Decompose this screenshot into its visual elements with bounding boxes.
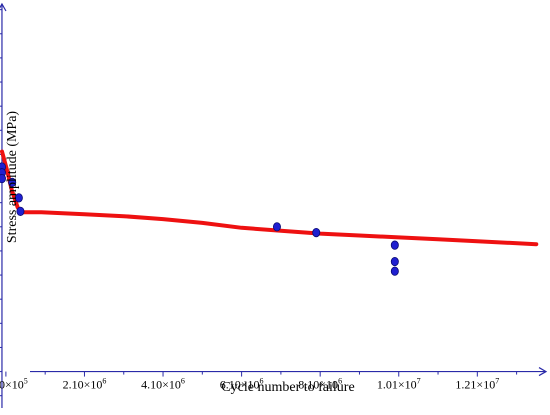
tick-labels: 0501001502002503003501.00×1052.10×1064.1… <box>0 377 499 392</box>
data-point <box>14 193 23 203</box>
data-point <box>390 240 399 250</box>
data-point <box>8 177 17 188</box>
data-point <box>312 227 321 238</box>
y-axis-arrow <box>0 2 7 12</box>
data-point <box>16 206 25 216</box>
data-point <box>272 222 281 232</box>
x-tick-label: 2.10×106 <box>63 377 107 392</box>
data-points <box>0 162 399 276</box>
x-tick-label: 1.21×107 <box>455 377 499 392</box>
fit-curve-layer <box>0 149 539 247</box>
x-tick-label: 4.10×106 <box>141 377 185 392</box>
data-point <box>390 256 399 267</box>
fit-curve <box>0 149 539 247</box>
x-tick-label: 1.01×107 <box>377 377 421 392</box>
tick-marks <box>0 9 518 397</box>
y-axis-title: Stress amplitude (MPa) <box>5 111 20 244</box>
x-tick-label: 6.10×106 <box>220 377 264 392</box>
axes <box>0 2 548 408</box>
x-tick-label: 1.00×105 <box>0 377 28 392</box>
data-point <box>0 173 6 184</box>
x-axis-title: Cycle number to failure <box>221 380 354 395</box>
data-point <box>390 266 399 276</box>
x-axis-arrow <box>538 367 548 377</box>
x-tick-label: 8.10×106 <box>298 377 342 392</box>
